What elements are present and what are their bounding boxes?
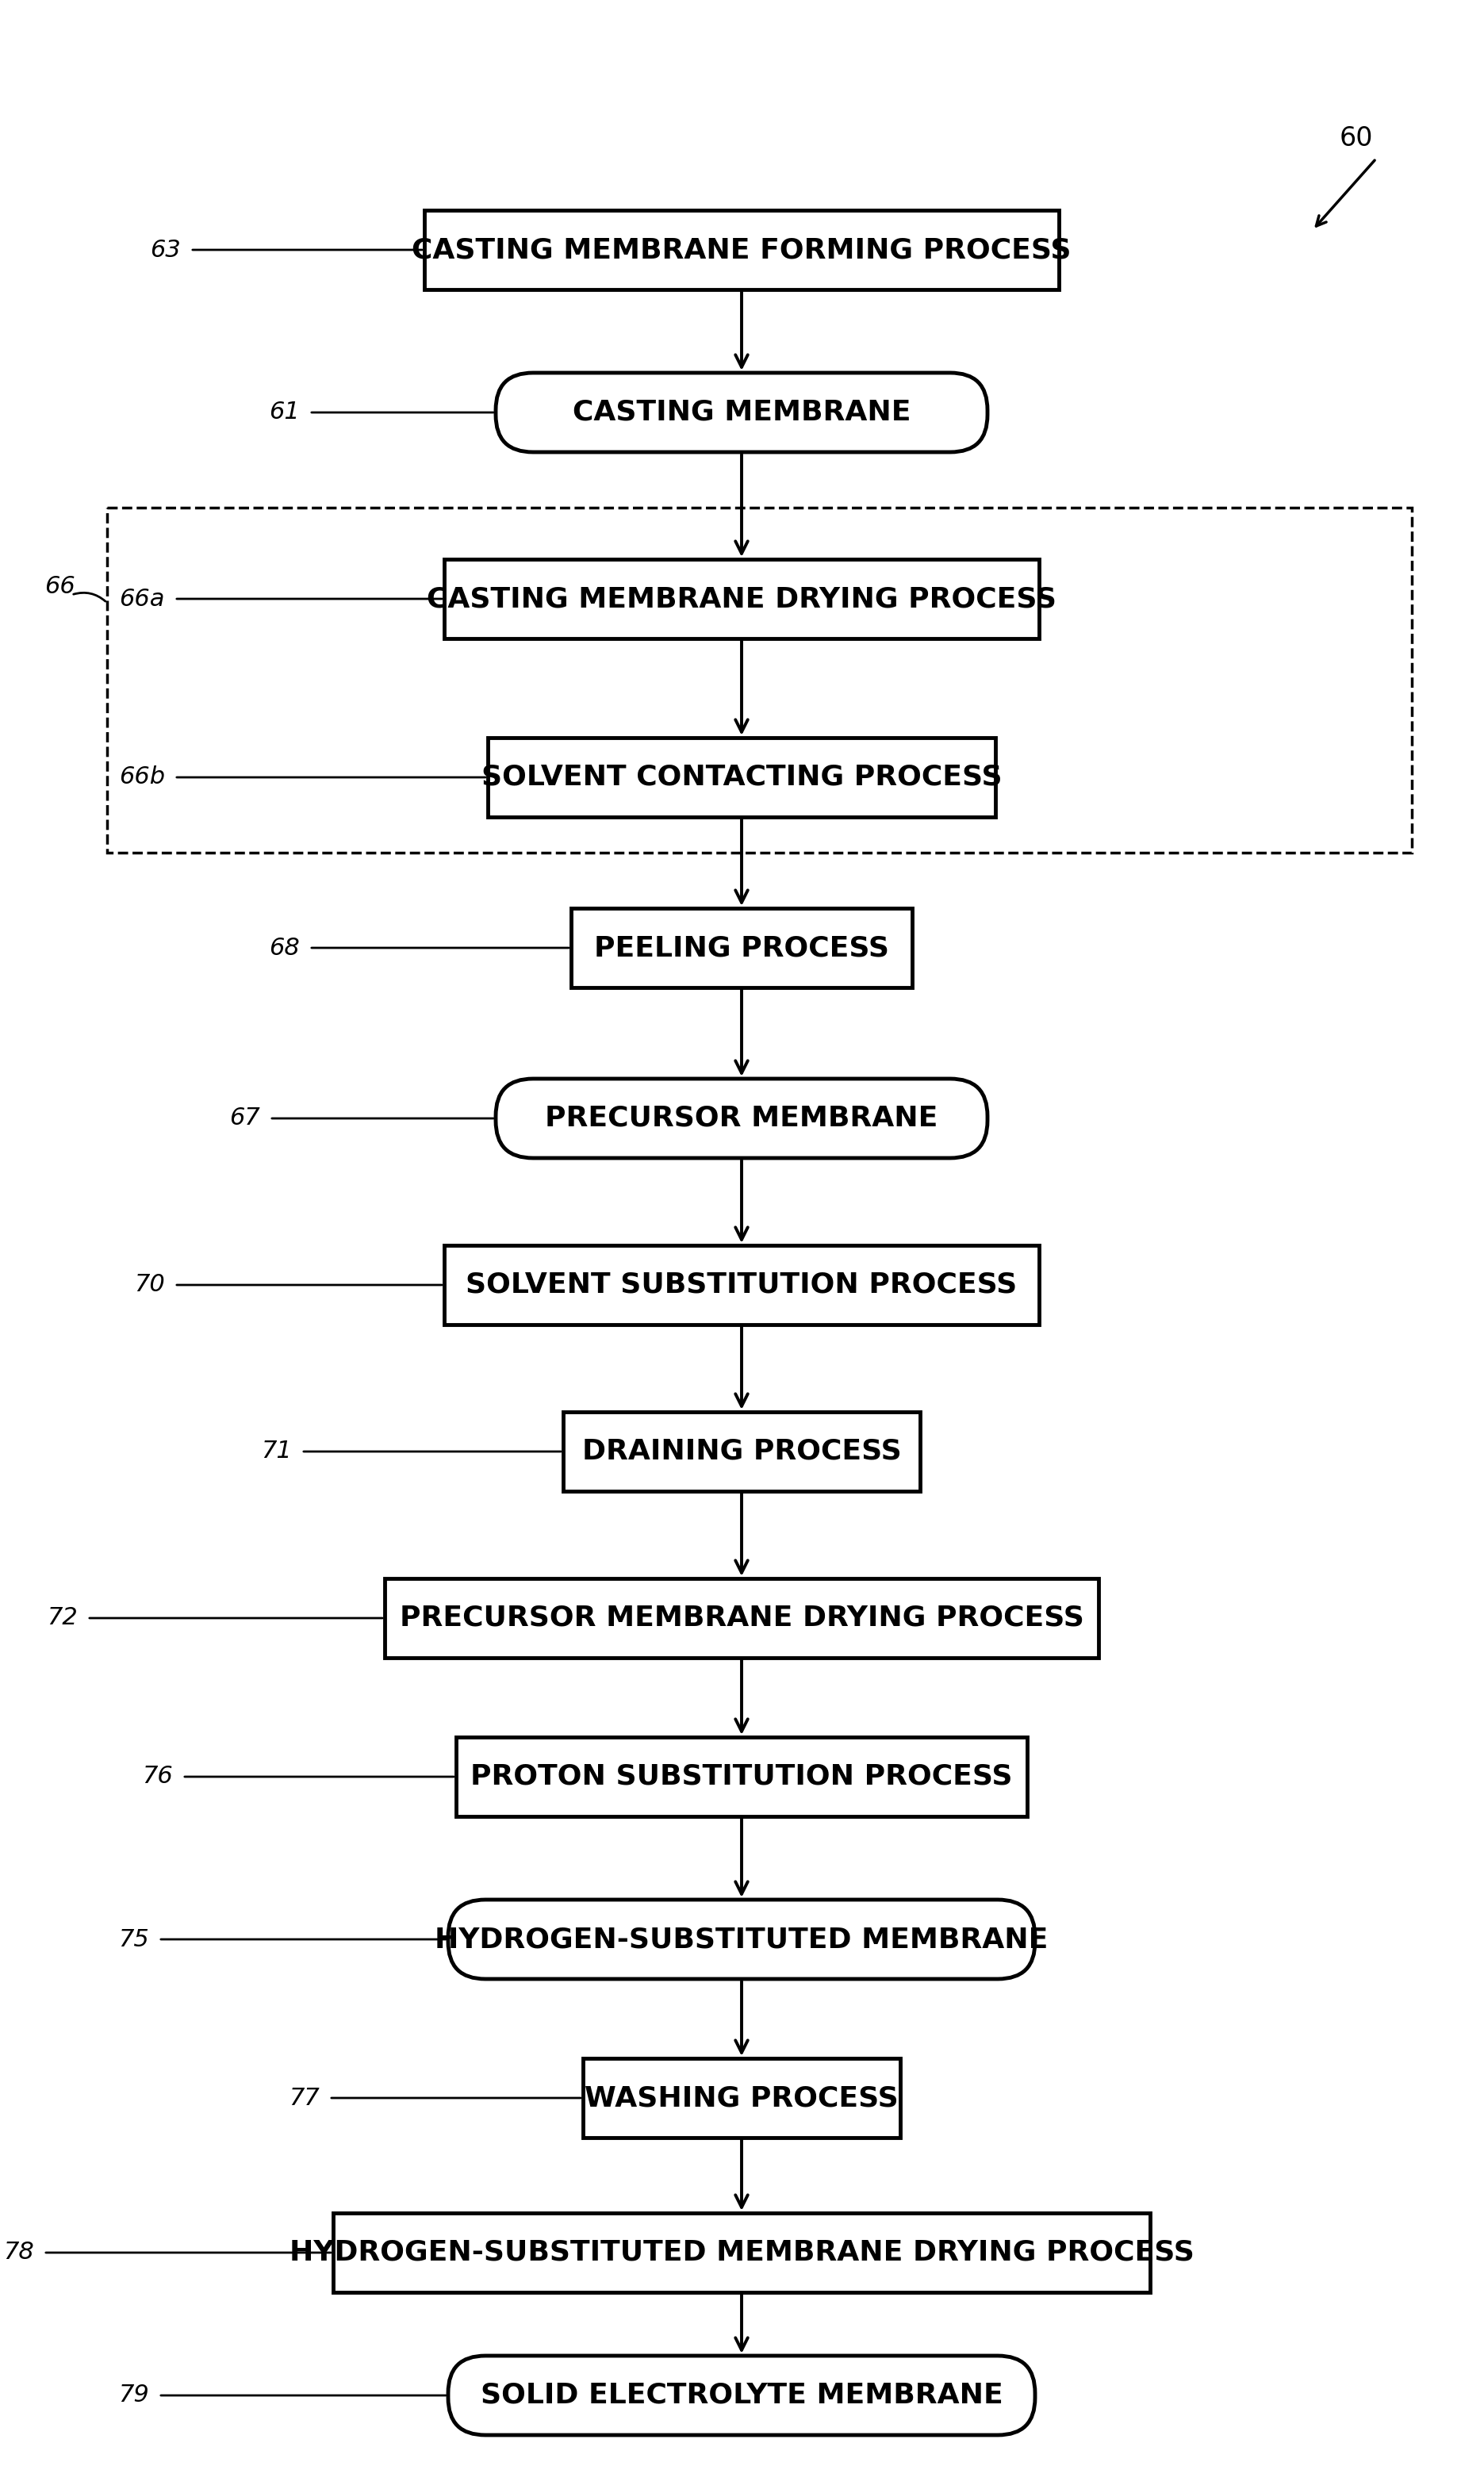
Text: SOLVENT CONTACTING PROCESS: SOLVENT CONTACTING PROCESS bbox=[481, 764, 1002, 792]
Text: DRAINING PROCESS: DRAINING PROCESS bbox=[582, 1438, 901, 1465]
Text: 70: 70 bbox=[134, 1272, 165, 1297]
FancyBboxPatch shape bbox=[424, 210, 1060, 289]
Text: SOLID ELECTROLYTE MEMBRANE: SOLID ELECTROLYTE MEMBRANE bbox=[481, 2382, 1003, 2409]
Text: 72: 72 bbox=[47, 1605, 77, 1630]
FancyBboxPatch shape bbox=[583, 2059, 901, 2138]
Text: PRECURSOR MEMBRANE DRYING PROCESS: PRECURSOR MEMBRANE DRYING PROCESS bbox=[399, 1605, 1083, 1632]
FancyBboxPatch shape bbox=[571, 907, 913, 986]
FancyBboxPatch shape bbox=[384, 1578, 1098, 1657]
Text: 79: 79 bbox=[119, 2385, 148, 2407]
Text: 60: 60 bbox=[1340, 126, 1373, 153]
FancyBboxPatch shape bbox=[448, 1899, 1034, 1980]
Text: 77: 77 bbox=[289, 2086, 319, 2108]
Text: CASTING MEMBRANE DRYING PROCESS: CASTING MEMBRANE DRYING PROCESS bbox=[427, 584, 1057, 612]
FancyBboxPatch shape bbox=[562, 1413, 920, 1492]
Text: PEELING PROCESS: PEELING PROCESS bbox=[594, 935, 889, 962]
Text: SOLVENT SUBSTITUTION PROCESS: SOLVENT SUBSTITUTION PROCESS bbox=[466, 1272, 1018, 1300]
FancyBboxPatch shape bbox=[488, 737, 996, 816]
Text: 76: 76 bbox=[142, 1766, 174, 1788]
Text: 66: 66 bbox=[45, 575, 74, 599]
FancyBboxPatch shape bbox=[444, 560, 1039, 639]
Text: WASHING PROCESS: WASHING PROCESS bbox=[585, 2084, 898, 2111]
Text: HYDROGEN-SUBSTITUTED MEMBRANE: HYDROGEN-SUBSTITUTED MEMBRANE bbox=[435, 1926, 1048, 1953]
FancyBboxPatch shape bbox=[456, 1736, 1027, 1817]
FancyBboxPatch shape bbox=[448, 2355, 1034, 2434]
FancyBboxPatch shape bbox=[444, 1245, 1039, 1324]
FancyBboxPatch shape bbox=[496, 372, 987, 451]
Text: 68: 68 bbox=[269, 937, 300, 959]
Text: PRECURSOR MEMBRANE: PRECURSOR MEMBRANE bbox=[545, 1105, 938, 1132]
Text: 61: 61 bbox=[269, 402, 300, 424]
Text: 75: 75 bbox=[119, 1928, 148, 1951]
Text: 78: 78 bbox=[3, 2242, 34, 2264]
Text: 66a: 66a bbox=[119, 587, 165, 612]
Text: 66b: 66b bbox=[119, 767, 165, 789]
FancyBboxPatch shape bbox=[332, 2212, 1150, 2293]
Text: 67: 67 bbox=[230, 1107, 260, 1129]
Text: HYDROGEN-SUBSTITUTED MEMBRANE DRYING PROCESS: HYDROGEN-SUBSTITUTED MEMBRANE DRYING PRO… bbox=[289, 2239, 1195, 2266]
Text: CASTING MEMBRANE: CASTING MEMBRANE bbox=[573, 399, 911, 427]
Text: PROTON SUBSTITUTION PROCESS: PROTON SUBSTITUTION PROCESS bbox=[470, 1763, 1012, 1790]
Text: 71: 71 bbox=[261, 1440, 292, 1462]
Bar bbox=[107, 508, 1411, 853]
Text: CASTING MEMBRANE FORMING PROCESS: CASTING MEMBRANE FORMING PROCESS bbox=[413, 237, 1071, 264]
FancyBboxPatch shape bbox=[496, 1078, 987, 1159]
Text: 63: 63 bbox=[150, 239, 181, 261]
